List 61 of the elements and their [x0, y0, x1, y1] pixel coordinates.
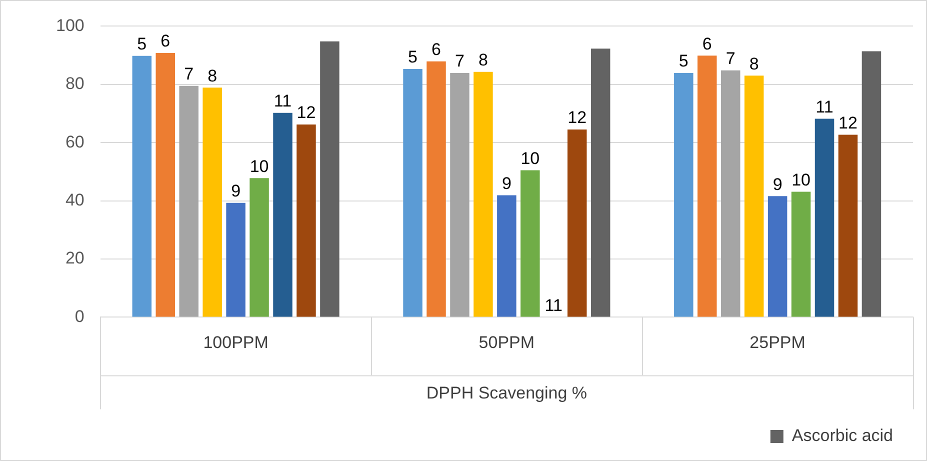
bar	[156, 52, 175, 317]
text: 9	[772, 174, 782, 194]
bar	[226, 202, 246, 317]
text: 6	[160, 32, 170, 51]
bar	[320, 41, 340, 317]
text: 5	[137, 34, 147, 54]
bar	[179, 86, 198, 317]
text: 12	[838, 113, 858, 132]
text: 9	[502, 174, 512, 193]
text: 7	[726, 49, 736, 68]
bar	[132, 56, 152, 317]
text: 7	[454, 52, 464, 71]
bar	[720, 70, 740, 317]
text: 10	[792, 170, 810, 190]
series-label: 7	[184, 64, 194, 84]
bar	[567, 130, 587, 317]
bar	[426, 61, 446, 317]
series-label: 5	[408, 48, 418, 67]
bar	[814, 118, 834, 317]
bar	[674, 73, 694, 317]
bar	[250, 178, 269, 317]
series-label: 8	[208, 66, 218, 86]
series-label: 10	[250, 156, 269, 176]
series-label: 6	[432, 40, 441, 60]
series-label: 11	[274, 92, 292, 111]
y-tick-label: 20	[65, 248, 84, 268]
bar	[838, 134, 858, 317]
y-tick-label: 80	[65, 74, 84, 94]
bar	[450, 73, 470, 317]
text: 12	[568, 108, 587, 128]
bar	[791, 192, 811, 317]
bar	[590, 48, 610, 317]
text: 11	[816, 97, 834, 116]
x-tick-label: 25PPM	[750, 333, 806, 352]
series-label: 12	[296, 103, 316, 122]
bar	[273, 112, 292, 317]
x-tick-label: 100PPM	[203, 333, 268, 352]
text: 8	[478, 50, 488, 70]
text: 10	[520, 148, 540, 168]
bar	[202, 88, 222, 317]
y-tick-label: 100	[56, 16, 84, 35]
text: 6	[702, 34, 712, 54]
bar	[403, 68, 422, 317]
x-axis-title: DPPH Scavenging %	[426, 383, 587, 402]
text: 8	[749, 54, 759, 74]
x-tick-label: 50PPM	[478, 333, 535, 352]
bar	[296, 124, 316, 317]
y-tick-label: 0	[74, 306, 84, 326]
bar	[744, 76, 764, 317]
legend-label: Ascorbic acid	[792, 426, 894, 446]
text: 11	[544, 296, 562, 315]
y-tick-label: 60	[65, 132, 84, 152]
bar	[520, 170, 540, 317]
bar	[862, 51, 882, 317]
bar	[497, 195, 516, 317]
bar	[698, 56, 717, 317]
bar	[474, 72, 493, 317]
y-tick-label: 40	[65, 190, 84, 210]
series-label: 9	[231, 182, 241, 201]
text: 5	[678, 52, 688, 71]
bar	[768, 196, 788, 317]
